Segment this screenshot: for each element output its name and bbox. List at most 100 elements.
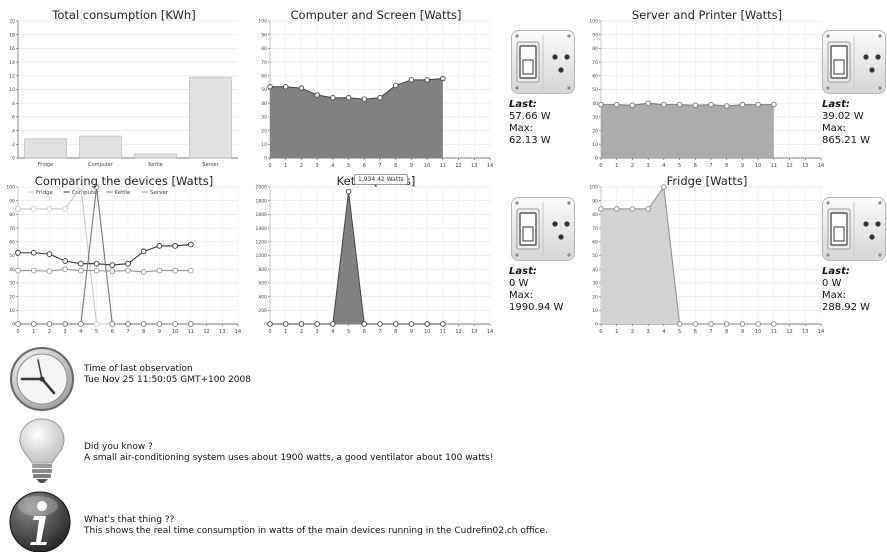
data-point (361, 321, 368, 327)
data-point (377, 321, 383, 327)
legend-label: Kettle (114, 190, 131, 196)
x-tick-label: 1 (32, 329, 35, 335)
x-tick-label: 7 (378, 163, 381, 169)
x-tick-label: 0 (599, 163, 602, 169)
y-tick-label: 14 (9, 60, 15, 66)
max-value: 288.92 W (822, 302, 871, 313)
x-tick-label: 6 (694, 163, 697, 169)
x-tick-label: 0 (268, 329, 271, 335)
fridge-stats: Last: 0 W Max: 288.92 W (822, 266, 870, 314)
data-point (408, 321, 415, 327)
data-point (109, 268, 116, 275)
data-point (15, 249, 21, 256)
max-value: 1990.94 W (509, 302, 564, 313)
y-tick-label: 2000 (256, 185, 268, 191)
total-consumption-plot: 0 2 4 6 8 10 12 14 16 18 20 Fridge Computer Kettle Ser… (9, 19, 238, 168)
clock-icon (10, 347, 74, 411)
data-point (314, 92, 320, 98)
last-value: 0 W (822, 278, 842, 289)
data-point (755, 101, 761, 108)
data-point (298, 321, 305, 327)
data-point (708, 321, 714, 327)
y-tick-label: 50 (592, 253, 598, 259)
data-point (314, 321, 320, 327)
y-tick-label: 12 (9, 74, 15, 80)
y-tick-label: 600 (258, 281, 267, 287)
data-point (723, 103, 730, 109)
lightbulb-icon (19, 418, 65, 483)
data-point (140, 248, 147, 255)
y-tick-label: 60 (261, 74, 267, 80)
kettle-power-switch-icon[interactable] (511, 197, 575, 261)
x-tick-label: 4 (331, 163, 334, 169)
y-tick-label: 30 (592, 115, 598, 121)
data-point (613, 206, 620, 212)
data-point (267, 321, 273, 327)
data-point (345, 94, 352, 101)
x-tick-label: 8 (394, 329, 397, 335)
data-point (172, 267, 178, 274)
last-value: 57.66 W (509, 111, 551, 122)
max-label: Max: (509, 123, 534, 134)
fridge-power-switch-icon[interactable] (822, 197, 886, 261)
x-tick-label: 12 (786, 163, 792, 169)
data-point (15, 206, 21, 212)
y-tick-label: 80 (261, 46, 267, 52)
data-point (156, 321, 163, 327)
x-tick-label: 10 (755, 329, 761, 335)
data-point (361, 96, 368, 102)
y-tick-label: 200 (258, 308, 267, 314)
x-tick-label: 8 (725, 329, 728, 335)
y-tick-label: 100 (258, 19, 267, 25)
x-tick-label: 2 (48, 329, 51, 335)
x-category-label: Server (202, 162, 219, 168)
x-tick-label: 8 (394, 163, 397, 169)
data-point (645, 206, 651, 212)
data-point (598, 101, 604, 108)
data-point (109, 321, 116, 327)
x-tick-label: 11 (771, 329, 777, 335)
kettle-chart: Kettle [Watts] 0200400600800100012001400… (256, 174, 496, 342)
y-tick-label: 40 (592, 101, 598, 107)
y-tick-label: 90 (9, 198, 15, 204)
server-power-switch-icon[interactable] (822, 30, 886, 94)
x-tick-label: 12 (455, 329, 461, 335)
y-tick-label: 4 (12, 128, 15, 134)
x-tick-label: 14 (487, 329, 493, 335)
data-point (723, 321, 730, 327)
data-point (440, 75, 446, 82)
data-point (424, 321, 430, 327)
x-tick-label: 2 (300, 163, 303, 169)
x-tick-label: 6 (111, 329, 114, 335)
y-tick-label: 90 (592, 198, 598, 204)
x-tick-label: 4 (331, 329, 334, 335)
data-point (377, 94, 383, 101)
computer-power-switch-icon[interactable] (511, 30, 575, 94)
x-tick-label: 12 (455, 163, 461, 169)
data-point (46, 321, 53, 327)
x-tick-label: 9 (410, 329, 413, 335)
data-point (771, 101, 777, 108)
x-tick-label: 14 (235, 329, 241, 335)
tip-text: A small air-conditioning system uses abo… (84, 453, 494, 463)
x-tick-label: 5 (347, 163, 350, 169)
data-point (282, 321, 289, 327)
data-point (598, 206, 604, 212)
info-icon (9, 491, 71, 552)
data-point (440, 321, 446, 327)
x-tick-label: 7 (126, 329, 129, 335)
data-point (345, 188, 352, 195)
last-value: 39.02 W (822, 111, 864, 122)
data-point (661, 184, 667, 190)
y-tick-label: 10 (9, 308, 15, 314)
y-tick-label: 20 (592, 128, 598, 134)
x-tick-label: 7 (709, 329, 712, 335)
fridge-chart: Fridge [Watts] 0 10 20 30 40 50 60 70 80 90 100 0 1 2… (587, 174, 827, 342)
data-point (156, 267, 163, 274)
y-tick-label: 40 (261, 101, 267, 107)
x-tick-label: 6 (363, 329, 366, 335)
y-tick-label: 60 (9, 240, 15, 246)
data-point (392, 321, 399, 327)
